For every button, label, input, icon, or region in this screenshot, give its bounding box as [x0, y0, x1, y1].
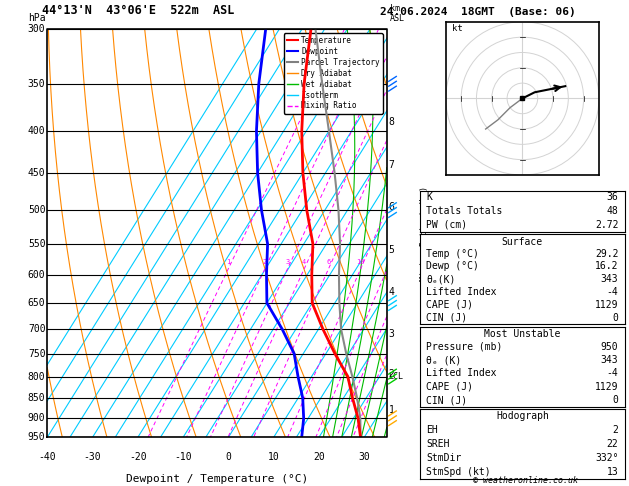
Text: -30: -30 — [84, 451, 101, 462]
Text: 10: 10 — [268, 451, 279, 462]
Text: Hodograph: Hodograph — [496, 411, 549, 421]
Text: 6: 6 — [326, 259, 331, 264]
Text: Temp (°C): Temp (°C) — [426, 248, 479, 259]
Text: 44°13'N  43°06'E  522m  ASL: 44°13'N 43°06'E 522m ASL — [42, 4, 235, 17]
Text: Dewpoint / Temperature (°C): Dewpoint / Temperature (°C) — [126, 474, 308, 484]
Text: 300: 300 — [28, 24, 45, 34]
Text: -4: -4 — [607, 368, 618, 379]
Text: 400: 400 — [28, 126, 45, 136]
Text: 13: 13 — [607, 467, 618, 477]
Text: Totals Totals: Totals Totals — [426, 206, 503, 216]
Text: 2: 2 — [389, 369, 394, 379]
Text: 2: 2 — [263, 259, 267, 264]
Text: 3: 3 — [389, 330, 394, 339]
Text: θₑ (K): θₑ (K) — [426, 355, 462, 365]
Text: 16.2: 16.2 — [595, 261, 618, 271]
Text: -4: -4 — [607, 287, 618, 297]
Text: Surface: Surface — [502, 237, 543, 247]
Text: 29.2: 29.2 — [595, 248, 618, 259]
Text: -40: -40 — [38, 451, 56, 462]
Text: 600: 600 — [28, 270, 45, 279]
Text: 0: 0 — [613, 395, 618, 405]
Text: PW (cm): PW (cm) — [426, 220, 467, 230]
Text: CAPE (J): CAPE (J) — [426, 300, 473, 310]
Text: K: K — [426, 192, 432, 202]
Text: 1: 1 — [226, 259, 230, 264]
Text: 3: 3 — [286, 259, 290, 264]
Text: CAPE (J): CAPE (J) — [426, 382, 473, 392]
Text: Lifted Index: Lifted Index — [426, 368, 497, 379]
Text: 800: 800 — [28, 371, 45, 382]
Text: 950: 950 — [601, 342, 618, 352]
Text: LCL: LCL — [389, 372, 404, 381]
Text: 950: 950 — [28, 433, 45, 442]
Text: 4: 4 — [389, 287, 394, 297]
Text: 0: 0 — [613, 312, 618, 323]
Text: -20: -20 — [129, 451, 147, 462]
Text: θₑ(K): θₑ(K) — [426, 274, 455, 284]
Text: 650: 650 — [28, 298, 45, 308]
Text: 500: 500 — [28, 205, 45, 215]
Text: 343: 343 — [601, 274, 618, 284]
Text: EH: EH — [426, 425, 438, 435]
Text: Lifted Index: Lifted Index — [426, 287, 497, 297]
Text: 2: 2 — [613, 425, 618, 435]
Text: 1129: 1129 — [595, 300, 618, 310]
Text: 30: 30 — [359, 451, 370, 462]
Text: 10: 10 — [357, 259, 365, 264]
Text: 700: 700 — [28, 324, 45, 334]
Text: © weatheronline.co.uk: © weatheronline.co.uk — [473, 476, 577, 485]
Text: 4: 4 — [302, 259, 306, 264]
Text: 550: 550 — [28, 239, 45, 249]
Text: 6: 6 — [389, 202, 394, 211]
Text: hPa: hPa — [28, 13, 45, 23]
Text: km
ASL: km ASL — [390, 3, 405, 23]
Text: Mixing Ratio (g/kg): Mixing Ratio (g/kg) — [420, 186, 429, 281]
Text: Pressure (mb): Pressure (mb) — [426, 342, 503, 352]
Text: Dewp (°C): Dewp (°C) — [426, 261, 479, 271]
Text: 900: 900 — [28, 413, 45, 423]
Text: 1: 1 — [389, 405, 394, 416]
Text: StmSpd (kt): StmSpd (kt) — [426, 467, 491, 477]
Legend: Temperature, Dewpoint, Parcel Trajectory, Dry Adiabat, Wet Adiabat, Isotherm, Mi: Temperature, Dewpoint, Parcel Trajectory… — [284, 33, 383, 114]
Text: SREH: SREH — [426, 439, 450, 449]
Text: 7: 7 — [389, 160, 394, 170]
Text: StmDir: StmDir — [426, 453, 462, 463]
Text: 24.06.2024  18GMT  (Base: 06): 24.06.2024 18GMT (Base: 06) — [380, 7, 576, 17]
Text: 450: 450 — [28, 168, 45, 178]
Text: Most Unstable: Most Unstable — [484, 329, 560, 339]
Text: 343: 343 — [601, 355, 618, 365]
Text: CIN (J): CIN (J) — [426, 312, 467, 323]
Text: -10: -10 — [174, 451, 192, 462]
Text: 36: 36 — [607, 192, 618, 202]
Text: 20: 20 — [313, 451, 325, 462]
Text: 0: 0 — [225, 451, 231, 462]
Text: 1129: 1129 — [595, 382, 618, 392]
Text: 2.72: 2.72 — [595, 220, 618, 230]
Text: CIN (J): CIN (J) — [426, 395, 467, 405]
Text: 8: 8 — [389, 117, 394, 127]
Text: 22: 22 — [607, 439, 618, 449]
Text: 332°: 332° — [595, 453, 618, 463]
Text: kt: kt — [452, 24, 463, 33]
Text: 350: 350 — [28, 79, 45, 89]
Text: 48: 48 — [607, 206, 618, 216]
Text: 750: 750 — [28, 348, 45, 359]
Text: 850: 850 — [28, 393, 45, 403]
Text: 5: 5 — [389, 245, 394, 255]
